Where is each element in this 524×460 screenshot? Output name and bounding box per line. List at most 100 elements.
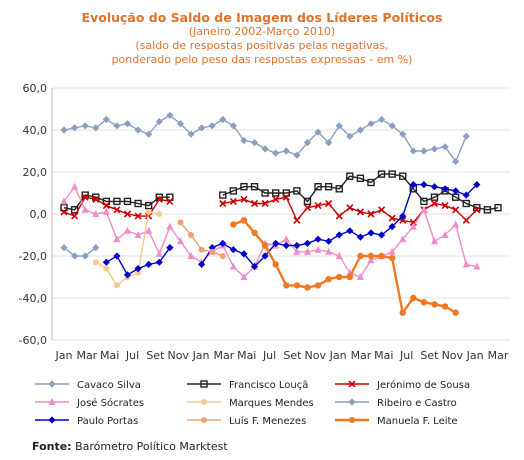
data-point-francisco-louca [420, 197, 428, 206]
data-point-jeronimo-de-sousa [219, 199, 227, 208]
data-point-luis-f-menezes [177, 219, 184, 226]
legend-label-cavaco-silva: Cavaco Silva [77, 380, 141, 391]
data-point-jose-socrates [71, 182, 79, 190]
data-point-manuela-f-leite [293, 282, 301, 289]
chart-subtitle-weighting: ponderado pelo peso das respostas expres… [111, 53, 413, 66]
data-point-francisco-louca [219, 191, 227, 199]
data-point-luis-f-menezes [219, 253, 226, 259]
legend-marker-ribeiro-e-castro [348, 398, 356, 406]
legend-label-manuela-f-leite: Manuela F. Leite [377, 416, 458, 427]
data-point-francisco-louca [462, 199, 470, 208]
x-tick-label: Nov [442, 349, 464, 362]
data-point-paulo-portas [303, 239, 312, 247]
x-tick-label: Jan [466, 349, 484, 362]
data-point-jeronimo-de-sousa [441, 202, 449, 210]
data-point-francisco-louca [261, 189, 269, 197]
data-point-cavaco-silva [367, 120, 375, 128]
data-point-cavaco-silva [81, 122, 89, 130]
data-point-manuela-f-leite [388, 254, 396, 262]
data-point-paulo-portas [250, 262, 259, 271]
data-point-paulo-portas [240, 250, 248, 258]
data-point-francisco-louca [324, 182, 333, 191]
data-point-paulo-portas [473, 181, 481, 189]
data-point-ribeiro-e-castro [70, 252, 79, 260]
data-point-cavaco-silva [377, 115, 386, 124]
data-point-jose-socrates [430, 237, 438, 245]
x-tick-label: Mar [76, 349, 97, 362]
data-point-jeronimo-de-sousa [134, 212, 142, 220]
legend-label-jose-socrates: José Sócrates [76, 397, 144, 409]
data-point-jose-socrates [102, 207, 110, 215]
y-tick-label: 20,0 [23, 166, 48, 179]
data-point-francisco-louca [229, 187, 238, 195]
data-point-jose-socrates [293, 247, 301, 255]
x-tick-label: Set [420, 349, 439, 362]
data-point-francisco-louca [144, 201, 153, 210]
data-point-jeronimo-de-sousa [335, 212, 343, 220]
x-tick-label: Mar [488, 349, 509, 362]
data-point-jose-socrates [462, 260, 470, 268]
data-point-jose-socrates [81, 205, 89, 213]
data-point-jeronimo-de-sousa [229, 197, 237, 205]
data-point-jeronimo-de-sousa [113, 206, 121, 214]
data-point-marques-mendes [135, 269, 142, 276]
legend-label-jeronimo-de-sousa: Jerónimo de Sousa [376, 379, 470, 391]
legend-marker-marques-mendes [201, 399, 207, 405]
data-point-jose-socrates [314, 245, 322, 253]
data-point-jose-socrates [303, 247, 311, 255]
data-point-jose-socrates [176, 237, 184, 245]
data-point-cavaco-silva [250, 139, 259, 147]
data-point-jose-socrates [166, 222, 174, 230]
data-point-manuela-f-leite [283, 282, 290, 289]
data-point-jeronimo-de-sousa [473, 206, 481, 214]
x-tick-label: Jan [192, 349, 210, 362]
data-point-jeronimo-de-sousa [452, 206, 460, 214]
data-point-cavaco-silva [198, 124, 206, 132]
data-point-cavaco-silva [176, 120, 185, 128]
data-point-jose-socrates [134, 231, 142, 238]
data-point-francisco-louca [367, 178, 375, 187]
data-point-luis-f-menezes [188, 232, 195, 238]
x-tick-label: Jul [125, 349, 139, 362]
data-point-paulo-portas [335, 231, 343, 239]
data-point-jose-socrates [113, 235, 121, 243]
series-line-cavaco-silva [63, 114, 467, 163]
legend-marker-francisco-louca [200, 380, 208, 388]
data-point-jeronimo-de-sousa [367, 210, 375, 218]
data-point-paulo-portas [430, 183, 439, 191]
data-point-cavaco-silva [335, 122, 343, 130]
data-point-francisco-louca [272, 189, 280, 197]
data-point-manuela-f-leite [357, 252, 364, 260]
data-point-jeronimo-de-sousa [303, 204, 312, 212]
data-point-francisco-louca [293, 187, 301, 195]
data-point-jose-socrates [155, 249, 163, 257]
data-point-manuela-f-leite [367, 252, 375, 260]
data-point-cavaco-silva [102, 115, 110, 124]
data-point-jose-socrates [145, 226, 153, 234]
data-point-ribeiro-e-castro [60, 244, 68, 252]
data-point-luis-f-menezes [209, 248, 216, 255]
data-point-jeronimo-de-sousa [346, 204, 354, 212]
data-point-jeronimo-de-sousa [250, 199, 259, 208]
data-point-paulo-portas [282, 241, 290, 250]
x-tick-label: Jan [329, 349, 347, 362]
data-point-cavaco-silva [346, 132, 354, 140]
data-point-paulo-portas [113, 252, 121, 260]
data-point-marques-mendes [145, 208, 152, 215]
data-point-paulo-portas [134, 265, 142, 273]
data-point-francisco-louca [250, 182, 259, 191]
data-point-paulo-portas [388, 223, 396, 231]
data-point-jeronimo-de-sousa [314, 202, 322, 210]
legend-marker-jeronimo-de-sousa [348, 380, 356, 388]
data-point-jeronimo-de-sousa [462, 216, 470, 224]
data-point-luis-f-menezes [198, 246, 205, 253]
legend-marker-manuela-f-leite [349, 417, 355, 423]
data-point-cavaco-silva [155, 118, 163, 126]
y-tick-label: -60,0 [19, 334, 47, 347]
data-point-paulo-portas [377, 231, 386, 239]
data-point-francisco-louca [346, 172, 354, 180]
data-point-manuela-f-leite [441, 303, 449, 310]
data-point-paulo-portas [399, 212, 407, 220]
data-point-paulo-portas [367, 229, 375, 237]
source-text: Barómetro Político Marktest [75, 440, 228, 453]
